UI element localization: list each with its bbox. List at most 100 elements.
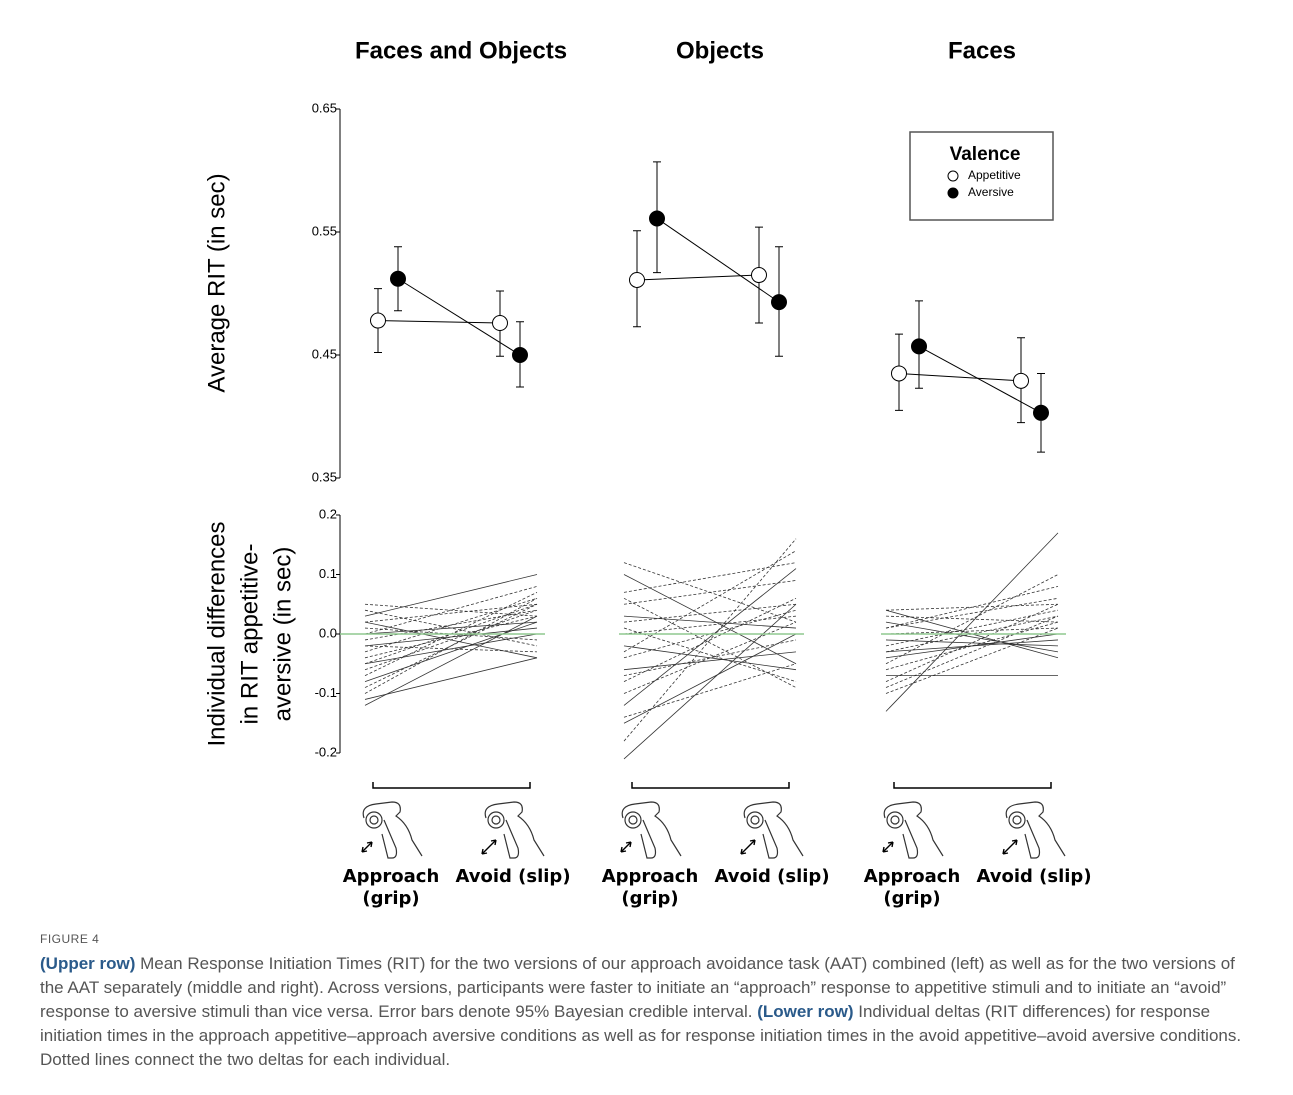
individual-line bbox=[365, 604, 537, 687]
legend-label: Appetitive bbox=[968, 168, 1021, 182]
y-tick-label: 0.0 bbox=[319, 625, 337, 640]
data-point bbox=[650, 211, 665, 226]
category-label: Avoid (slip) bbox=[448, 866, 578, 888]
series-line bbox=[899, 373, 1021, 380]
data-point bbox=[630, 272, 645, 287]
category-label: Approach (grip) bbox=[585, 866, 715, 910]
y-axis-label: in RIT appetitive- bbox=[236, 544, 263, 725]
caption-bold: (Upper row) bbox=[40, 954, 135, 973]
hand-icon-shape bbox=[887, 812, 903, 828]
y-tick-label: 0.65 bbox=[312, 100, 337, 115]
y-tick-label: 0.1 bbox=[319, 566, 337, 581]
hand-icon-shape bbox=[370, 816, 378, 824]
hand-icon-arrow bbox=[883, 842, 893, 852]
hand-icon bbox=[621, 802, 681, 858]
hand-icon-arrow bbox=[482, 840, 496, 854]
hand-icon bbox=[1003, 802, 1065, 858]
hand-icon-shape bbox=[884, 802, 943, 858]
page: {"figure": {"label": "FIGURE 4", "captio… bbox=[0, 0, 1293, 1095]
hand-icon bbox=[883, 802, 943, 858]
hand-icon-shape bbox=[629, 816, 637, 824]
individual-line bbox=[886, 604, 1058, 610]
hand-icon-shape bbox=[485, 802, 544, 858]
bracket bbox=[632, 782, 789, 788]
category-label: Approach (grip) bbox=[847, 866, 977, 910]
hand-icon-shape bbox=[744, 802, 803, 858]
individual-line bbox=[365, 622, 537, 658]
hand-icon bbox=[362, 802, 422, 858]
data-point bbox=[752, 268, 767, 283]
individual-line bbox=[886, 628, 1058, 634]
data-point bbox=[493, 316, 508, 331]
y-tick-label: 0.2 bbox=[319, 506, 337, 521]
data-point bbox=[892, 366, 907, 381]
panel-title: Faces and Objects bbox=[355, 37, 567, 64]
series-line bbox=[378, 321, 500, 323]
individual-line bbox=[624, 640, 796, 676]
individual-line bbox=[365, 604, 537, 622]
data-point bbox=[1034, 405, 1049, 420]
hand-icon-shape bbox=[751, 816, 759, 824]
individual-line bbox=[886, 598, 1058, 628]
y-tick-label: 0.35 bbox=[312, 469, 337, 484]
hand-icon bbox=[741, 802, 803, 858]
individual-line bbox=[886, 640, 1058, 646]
hand-icon-shape bbox=[1009, 812, 1025, 828]
individual-line bbox=[624, 569, 796, 706]
hand-icon bbox=[482, 802, 544, 858]
hand-icon-arrow bbox=[1003, 840, 1017, 854]
bracket bbox=[373, 782, 530, 788]
individual-line bbox=[624, 652, 796, 670]
legend-label: Aversive bbox=[968, 185, 1014, 199]
individual-line bbox=[624, 598, 796, 687]
individual-line bbox=[886, 622, 1058, 652]
figure: Faces and Objects Average RIT (in sec) 0.6… bbox=[0, 0, 1293, 930]
individual-line bbox=[624, 616, 796, 628]
individual-line bbox=[624, 634, 796, 723]
category-label: Avoid (slip) bbox=[969, 866, 1099, 888]
data-point bbox=[912, 339, 927, 354]
y-tick-label: 0.55 bbox=[312, 223, 337, 238]
individual-line bbox=[365, 658, 537, 700]
hand-icon-arrow bbox=[741, 840, 755, 854]
panel-title: Faces bbox=[948, 37, 1016, 64]
individual-line bbox=[624, 664, 796, 718]
individual-line bbox=[624, 598, 796, 681]
caption: (Upper row) Mean Response Initiation Tim… bbox=[40, 952, 1255, 1072]
data-point bbox=[371, 313, 386, 328]
caption-bold: (Lower row) bbox=[757, 1002, 853, 1021]
hand-icon-shape bbox=[747, 812, 763, 828]
category-label: Avoid (slip) bbox=[707, 866, 837, 888]
hand-icon-shape bbox=[366, 812, 382, 828]
y-axis-label: Average RIT (in sec) bbox=[203, 173, 230, 392]
hand-icon-shape bbox=[488, 812, 504, 828]
individual-line bbox=[624, 604, 796, 759]
hand-icon-shape bbox=[363, 802, 422, 858]
legend-marker bbox=[948, 171, 958, 181]
y-axis-label: aversive (in sec) bbox=[269, 547, 296, 722]
hand-icon-shape bbox=[622, 802, 681, 858]
hand-icon-shape bbox=[1006, 802, 1065, 858]
hand-icon-shape bbox=[1013, 816, 1021, 824]
data-point bbox=[513, 348, 528, 363]
data-point bbox=[1014, 373, 1029, 388]
individual-line bbox=[886, 640, 1058, 652]
y-tick-label: -0.2 bbox=[315, 744, 337, 759]
panel-title: Objects bbox=[676, 37, 764, 64]
data-point bbox=[391, 271, 406, 286]
hand-icon-arrow bbox=[362, 842, 372, 852]
individual-line bbox=[365, 610, 537, 646]
data-point bbox=[772, 295, 787, 310]
legend-marker bbox=[948, 188, 958, 198]
y-axis-label: Individual differences bbox=[203, 521, 230, 746]
category-label: Approach (grip) bbox=[326, 866, 456, 910]
figure-label: FIGURE 4 bbox=[40, 932, 99, 946]
y-tick-label: -0.1 bbox=[315, 685, 337, 700]
series-line bbox=[657, 218, 779, 302]
hand-icon-shape bbox=[891, 816, 899, 824]
individual-line bbox=[365, 628, 537, 646]
y-tick-label: 0.45 bbox=[312, 346, 337, 361]
legend-title: Valence bbox=[950, 144, 1021, 165]
individual-line bbox=[365, 646, 537, 652]
bracket bbox=[894, 782, 1051, 788]
